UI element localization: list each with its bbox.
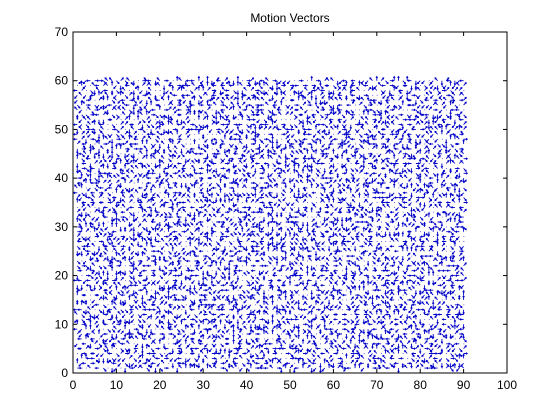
y-tick-label: 60 bbox=[55, 74, 69, 88]
x-tick-label: 70 bbox=[370, 378, 384, 392]
x-tick-label: 40 bbox=[240, 378, 254, 392]
chart-title: Motion Vectors bbox=[250, 11, 329, 25]
x-tick-label: 100 bbox=[497, 378, 517, 392]
x-tick-label: 90 bbox=[457, 378, 471, 392]
y-tick-label: 20 bbox=[55, 269, 69, 283]
y-tick-label: 10 bbox=[55, 317, 69, 331]
x-tick-label: 80 bbox=[414, 378, 428, 392]
x-tick-label: 0 bbox=[70, 378, 77, 392]
vector-field bbox=[72, 75, 469, 374]
x-tick-label: 50 bbox=[283, 378, 297, 392]
y-tick-label: 30 bbox=[55, 220, 69, 234]
y-axis: 0 10 20 30 40 50 60 70 bbox=[55, 25, 507, 380]
x-tick-label: 60 bbox=[327, 378, 341, 392]
x-axis: 0 10 20 30 40 50 60 70 80 90 100 bbox=[70, 32, 517, 392]
x-tick-label: 10 bbox=[110, 378, 124, 392]
motion-vector-arrows bbox=[72, 75, 469, 374]
x-tick-label: 30 bbox=[197, 378, 211, 392]
y-tick-label: 70 bbox=[55, 25, 69, 39]
y-tick-label: 40 bbox=[55, 171, 69, 185]
y-tick-label: 0 bbox=[61, 366, 68, 380]
x-tick-label: 20 bbox=[153, 378, 167, 392]
y-tick-label: 50 bbox=[55, 122, 69, 136]
